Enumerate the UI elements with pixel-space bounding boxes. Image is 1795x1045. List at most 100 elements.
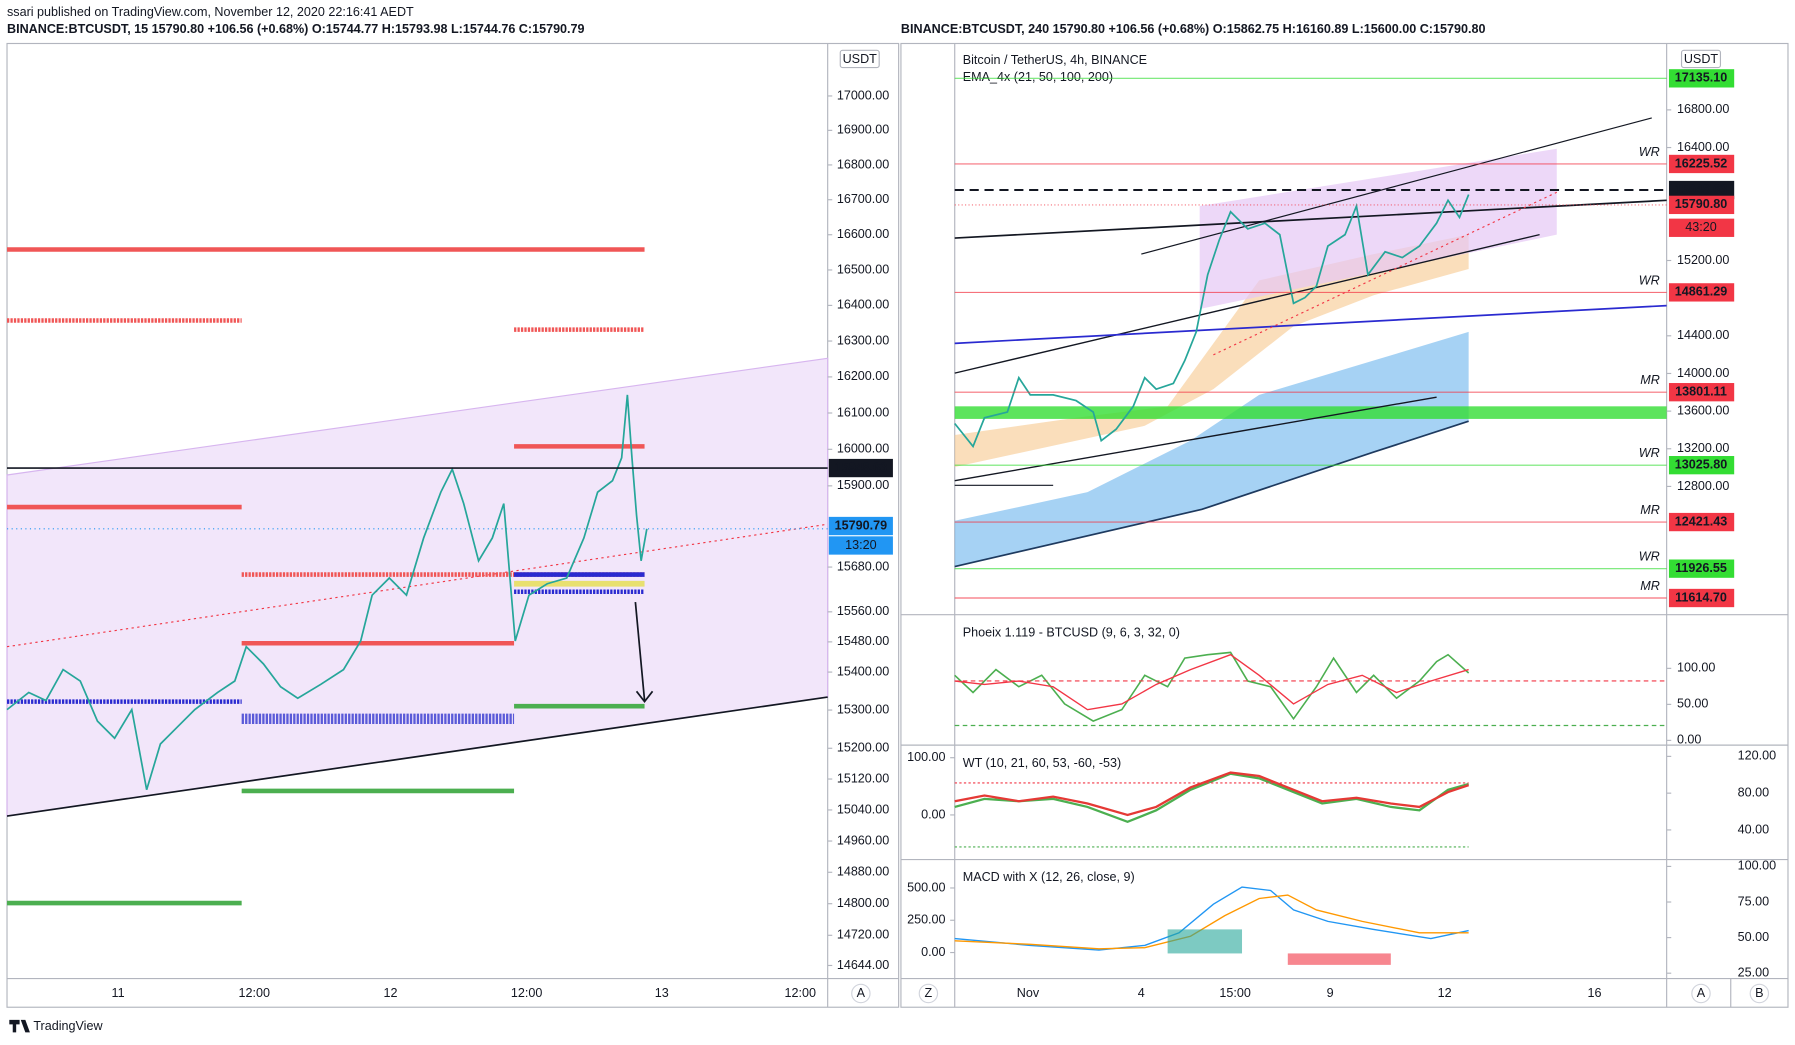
y-tick-label: 16400.00 (1677, 140, 1729, 154)
button-label[interactable]: B (1755, 986, 1763, 1000)
y-tick-label: 0.00 (1677, 733, 1701, 747)
y-tick-label: 40.00 (1738, 822, 1769, 836)
trend-line (6, 523, 828, 648)
trend-line (1141, 117, 1652, 255)
countdown-tag (1668, 218, 1735, 237)
y-tick-label: 16700.00 (837, 192, 889, 206)
right-info: BINANCE:BTCUSDT, 240 15790.80 +106.56 (+… (901, 22, 1486, 36)
y-tick-label: 16900.00 (837, 123, 889, 137)
y-tick-label: 16300.00 (837, 333, 889, 347)
price-tag (1668, 195, 1735, 215)
trend-line (954, 396, 1437, 482)
x-tick-label: 4 (1138, 986, 1145, 1000)
y-tick-label: 15560.00 (837, 604, 889, 618)
y-tick-label: 100.00 (1677, 661, 1715, 675)
countdown: 43:20 (1685, 220, 1716, 234)
macd-signal (954, 894, 1469, 950)
y-tick-label: 15120.00 (837, 771, 889, 785)
x-tick-label: 12:00 (784, 986, 815, 1000)
publish-line: ssari published on TradingView.com, Nove… (7, 5, 414, 19)
price-tag (1668, 283, 1735, 302)
x-tick-label: 12:00 (511, 986, 542, 1000)
x-tick-label: 13 (655, 986, 669, 1000)
price-tag-label: 15948.63 (835, 460, 887, 474)
y-tick-label: 0.00 (921, 807, 945, 821)
level-label: WR (1639, 550, 1660, 564)
y-tick-label: 50.00 (1738, 930, 1769, 944)
y-tick-label: 15900.00 (837, 478, 889, 492)
button-label[interactable]: A (857, 986, 866, 1000)
button[interactable] (851, 983, 871, 1004)
button[interactable] (1749, 983, 1770, 1004)
macd-line (954, 886, 1469, 951)
y-tick-label: 50.00 (1677, 697, 1708, 711)
level-label: WR (1639, 145, 1660, 159)
price-tag (1668, 180, 1735, 200)
y-tick-label: 16400.00 (837, 298, 889, 312)
level-label: WR (1639, 446, 1660, 460)
arrow-head (635, 690, 654, 704)
currency: USDT (843, 52, 878, 66)
y-tick-label: 15300.00 (837, 702, 889, 716)
y-tick-label: 120.00 (1738, 749, 1776, 763)
y-tick-label: 15680.00 (837, 559, 889, 573)
trend-line (954, 199, 1667, 239)
macd-histogram (1287, 953, 1391, 965)
price-tag-label: 13801.11 (1675, 385, 1727, 399)
wt-line (954, 771, 1470, 817)
y-tick-label: 250.00 (907, 913, 945, 927)
trend-line (954, 304, 1667, 345)
price-tag (1668, 154, 1735, 174)
price-tag-label: 16225.52 (1675, 156, 1727, 170)
y-tick-label: 25.00 (1738, 966, 1769, 980)
right-frame (900, 42, 1789, 1008)
x-tick-label: Nov (1017, 986, 1040, 1000)
currency-box (1680, 49, 1722, 69)
trend-line (1213, 191, 1558, 356)
level-label: MR (1640, 503, 1660, 517)
price-tag (1668, 512, 1735, 532)
price-series (6, 394, 648, 791)
button[interactable] (1691, 983, 1711, 1004)
countdown-tag (828, 536, 893, 555)
x-tick-label: 9 (1327, 986, 1334, 1000)
oscillator-line (954, 651, 1470, 722)
x-tick-label: 12 (383, 986, 397, 1000)
y-tick-label: 75.00 (1738, 894, 1769, 908)
y-tick-label: 16200.00 (837, 369, 889, 383)
price-series (954, 194, 1470, 449)
x-tick-label: 15:00 (1219, 986, 1250, 1000)
y-tick-label: 14800.00 (837, 896, 889, 910)
price-tag-label: 14861.29 (1675, 285, 1727, 299)
x-tick-label: 11 (112, 986, 125, 1000)
arrow (634, 601, 646, 701)
button-label[interactable]: Z (925, 986, 933, 1000)
button[interactable] (918, 983, 939, 1004)
brand: TradingView (33, 1019, 103, 1033)
y-tick-label: 14720.00 (837, 928, 889, 942)
price-tag (1668, 383, 1735, 402)
y-tick-label: 13200.00 (1677, 441, 1729, 455)
x-tick-label: 12 (1438, 986, 1452, 1000)
y-tick-label: 16500.00 (837, 262, 889, 276)
y-tick-label: 0.00 (921, 945, 945, 959)
pane-title: WT (10, 21, 60, 53, -60, -53) (963, 756, 1121, 770)
currency: USDT (1684, 52, 1719, 66)
brand-logo (9, 1019, 30, 1033)
level-label: MR (1640, 579, 1660, 593)
y-tick-label: 14644.00 (837, 958, 889, 972)
level-label: WR (1639, 273, 1660, 287)
button-label[interactable]: A (1697, 986, 1706, 1000)
countdown: 13:20 (845, 538, 876, 552)
price-tag-label: 11614.70 (1675, 590, 1727, 604)
y-tick-label: 12800.00 (1677, 479, 1729, 493)
y-tick-label: 15200.00 (1677, 253, 1729, 267)
y-tick-label: 80.00 (1738, 785, 1769, 799)
left-info: BINANCE:BTCUSDT, 15 15790.80 +106.56 (+0… (7, 22, 585, 36)
y-tick-label: 100.00 (1738, 859, 1776, 873)
y-tick-label: 16800.00 (837, 157, 889, 171)
currency-box (839, 49, 880, 69)
y-tick-label: 16600.00 (837, 227, 889, 241)
price-tag (1668, 559, 1735, 578)
